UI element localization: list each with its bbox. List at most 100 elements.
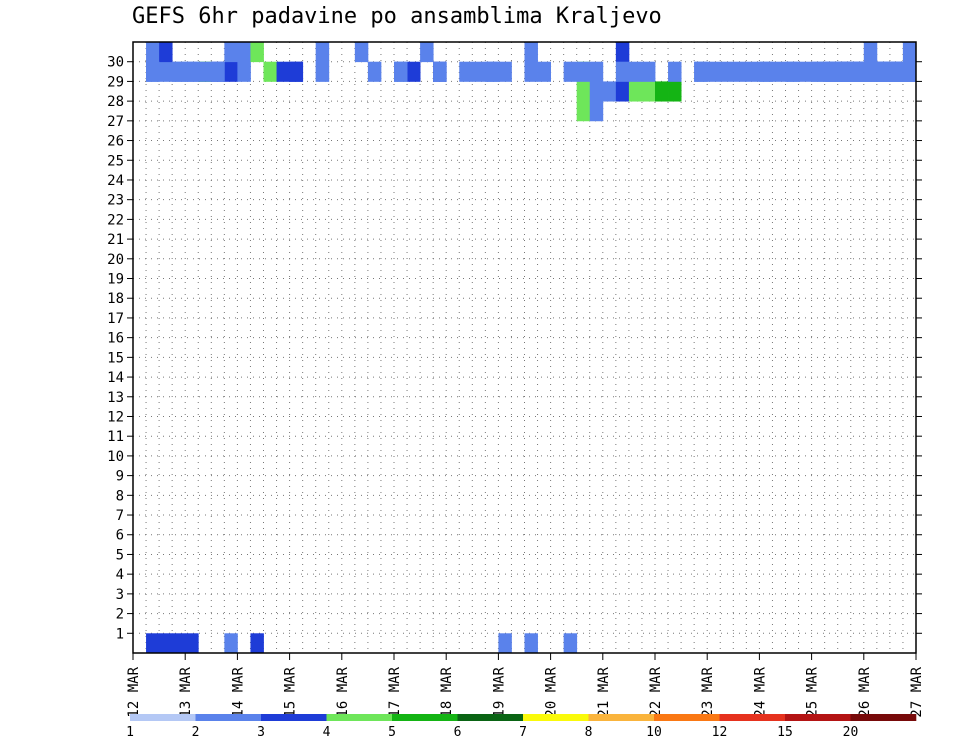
heatmap-cell — [863, 61, 878, 82]
x-tick-label: 21 MAR — [596, 666, 612, 717]
heatmap-cell — [615, 61, 630, 82]
heatmap-cell — [367, 61, 382, 82]
y-tick-label: 30 — [107, 55, 124, 71]
colorbar-swatch — [588, 714, 655, 721]
y-tick-label: 23 — [107, 193, 124, 209]
heatmap-cell — [250, 42, 264, 63]
colorbar-label: 7 — [519, 725, 527, 740]
x-tick-label: 17 MAR — [387, 666, 403, 717]
x-tick-label: 25 MAR — [805, 666, 821, 717]
y-tick-label: 25 — [107, 153, 124, 169]
colorbar-swatch — [850, 714, 917, 721]
colorbar-label: 12 — [712, 725, 728, 740]
heatmap-cell — [315, 42, 330, 63]
y-tick-label: 29 — [107, 74, 124, 90]
x-tick-label: 15 MAR — [283, 666, 299, 717]
colorbar-swatch — [654, 714, 720, 721]
heatmap-cell — [668, 61, 682, 82]
heatmap-cell — [576, 101, 591, 122]
colorbar-swatch — [457, 714, 524, 721]
heatmap-cell — [641, 61, 656, 82]
heatmap-cell — [902, 42, 917, 63]
heatmap-cell — [276, 61, 290, 82]
plot-frame — [132, 41, 917, 654]
heatmap-cell — [746, 61, 760, 82]
y-tick-label: 22 — [107, 212, 124, 228]
heatmap-cell — [628, 61, 643, 82]
heatmap-cell — [172, 61, 186, 82]
heatmap-cell — [876, 61, 891, 82]
heatmap-cell — [602, 81, 617, 102]
heatmap-cell — [146, 61, 160, 82]
heatmap-cell — [811, 61, 826, 82]
heatmap-cell — [720, 61, 734, 82]
heatmap-cell — [159, 61, 173, 82]
heatmap-cell — [615, 81, 630, 102]
heatmap-cell — [354, 42, 369, 63]
heatmap-cell — [785, 61, 799, 82]
heatmap-cell — [459, 61, 473, 82]
heatmap-cell — [211, 61, 225, 82]
heatmap-cell — [224, 633, 238, 654]
y-tick-label: 7 — [116, 508, 124, 524]
heatmap-cell — [889, 61, 904, 82]
y-tick-label: 1 — [116, 626, 124, 642]
heatmap-cell — [863, 42, 878, 63]
heatmap-cell — [537, 61, 551, 82]
x-tick-label: 13 MAR — [178, 666, 194, 717]
y-tick-label: 20 — [107, 252, 124, 268]
colorbar-label: 2 — [192, 725, 200, 740]
x-tick-label: 20 MAR — [544, 666, 560, 717]
colorbar-swatch — [523, 714, 589, 721]
colorbar-swatch — [195, 714, 262, 721]
y-tick-label: 3 — [116, 587, 124, 603]
x-tick-label: 14 MAR — [230, 666, 246, 717]
y-tick-label: 27 — [107, 114, 124, 130]
colorbar-label: 3 — [257, 725, 265, 740]
x-tick-label: 26 MAR — [857, 666, 873, 717]
x-tick-label: 27 MAR — [909, 666, 925, 717]
heatmap-cell — [498, 61, 512, 82]
x-tick-label: 18 MAR — [439, 666, 455, 717]
heatmap-cell — [159, 42, 173, 63]
heatmap-cell — [798, 61, 812, 82]
heatmap-cell — [498, 633, 512, 654]
colorbar-swatch — [326, 714, 393, 721]
heatmap-cell — [824, 61, 839, 82]
y-tick-label: 9 — [116, 469, 124, 485]
heatmap-cell — [641, 81, 656, 102]
y-tick-label: 5 — [116, 547, 124, 563]
heatmap-cell — [407, 61, 421, 82]
heatmap-cell — [694, 61, 708, 82]
colorbar-label: 5 — [388, 725, 396, 740]
heatmap-cell — [576, 61, 591, 82]
heatmap-cell — [224, 61, 238, 82]
x-tick-label: 19 MAR — [491, 666, 507, 717]
heatmap-cell — [198, 61, 212, 82]
x-tick-label: 23 MAR — [700, 666, 716, 717]
y-tick-label: 4 — [116, 567, 124, 583]
heatmap-cell — [146, 633, 160, 654]
heatmap-cell — [433, 61, 447, 82]
heatmap-cell — [315, 61, 330, 82]
colorbar-label: 20 — [843, 725, 859, 740]
colorbar-swatch — [719, 714, 786, 721]
y-tick-label: 26 — [107, 134, 124, 150]
y-tick-label: 24 — [107, 173, 124, 189]
y-tick-label: 18 — [107, 291, 124, 307]
heatmap-cell — [394, 61, 408, 82]
y-tick-label: 19 — [107, 272, 124, 288]
colorbar-label: 6 — [454, 725, 462, 740]
heatmap-cell — [589, 81, 604, 102]
heatmap-cell — [772, 61, 786, 82]
heatmap-cell — [589, 101, 604, 122]
y-tick-label: 8 — [116, 488, 124, 504]
heatmap-cell — [563, 633, 578, 654]
y-tick-label: 15 — [107, 350, 124, 366]
grid — [133, 42, 916, 653]
heatmap-cell — [628, 81, 643, 102]
heatmap-cell — [224, 42, 238, 63]
heatmap-cell — [576, 81, 591, 102]
